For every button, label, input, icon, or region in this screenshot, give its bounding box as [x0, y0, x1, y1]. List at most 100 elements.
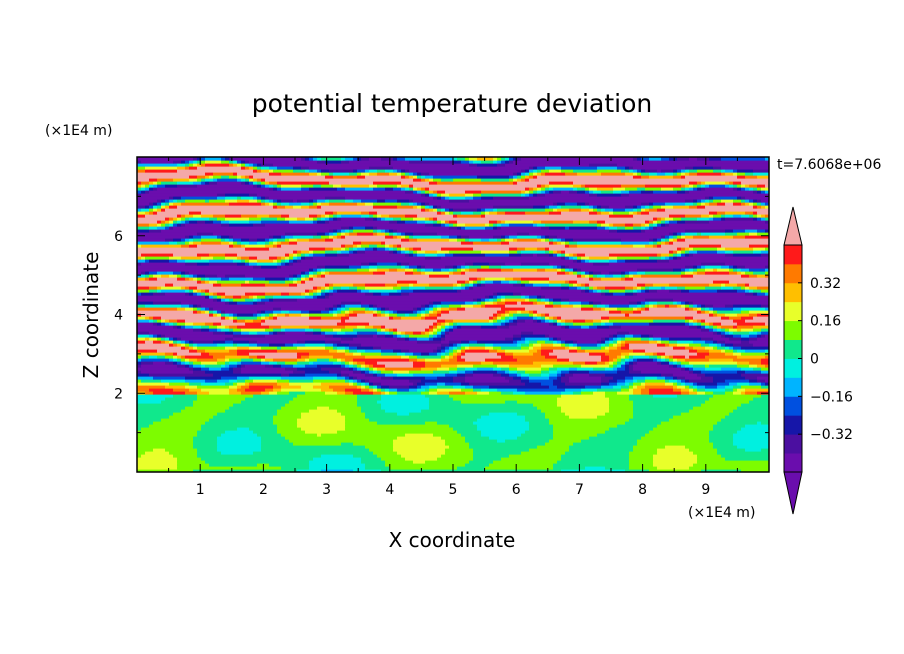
- contour-cell: [333, 247, 342, 251]
- contour-cell: [209, 418, 274, 422]
- contour-cell: [289, 283, 298, 287]
- contour-cell: [389, 391, 398, 395]
- contour-cell: [185, 238, 190, 242]
- contour-cell: [741, 334, 750, 338]
- contour-cell: [765, 307, 769, 311]
- contour-cell: [433, 433, 462, 437]
- contour-cell: [729, 412, 769, 416]
- contour-cell: [257, 238, 266, 242]
- contour-cell: [705, 340, 714, 344]
- contour-cell: [593, 208, 598, 212]
- contour-cell: [645, 244, 654, 248]
- contour-cell: [593, 190, 602, 194]
- contour-cell: [233, 172, 238, 176]
- contour-cell: [717, 310, 742, 314]
- contour-cell: [281, 262, 286, 266]
- contour-cell: [137, 439, 194, 443]
- contour-cell: [277, 187, 282, 191]
- contour-cell: [289, 391, 306, 395]
- contour-cell: [217, 343, 234, 347]
- contour-cell: [653, 238, 658, 242]
- contour-cell: [265, 295, 274, 299]
- contour-cell: [349, 310, 354, 314]
- contour-cell: [569, 301, 582, 305]
- contour-cell: [425, 304, 430, 308]
- contour-cell: [709, 352, 726, 356]
- contour-cell: [553, 382, 566, 386]
- contour-cell: [485, 223, 490, 227]
- contour-cell: [725, 283, 738, 287]
- contour-cell: [657, 217, 662, 221]
- contour-cell: [301, 184, 314, 188]
- contour-cell: [253, 181, 258, 185]
- contour-cell: [581, 208, 590, 212]
- contour-cell: [641, 370, 690, 374]
- contour-cell: [629, 190, 642, 194]
- contour-cell: [585, 184, 622, 188]
- contour-cell: [537, 193, 546, 197]
- contour-cell: [685, 190, 690, 194]
- contour-cell: [621, 361, 626, 365]
- contour-cell: [137, 352, 166, 356]
- contour-cell: [249, 343, 258, 347]
- contour-cell: [449, 328, 454, 332]
- contour-cell: [525, 430, 554, 434]
- contour-cell: [645, 379, 666, 383]
- contour-cell: [217, 358, 226, 362]
- contour-cell: [325, 220, 330, 224]
- contour-cell: [137, 406, 186, 410]
- contour-cell: [605, 226, 610, 230]
- contour-cell: [405, 175, 410, 179]
- contour-cell: [629, 301, 638, 305]
- contour-cell: [757, 337, 769, 341]
- contour-cell: [425, 271, 450, 275]
- contour-cell: [561, 301, 570, 305]
- contour-cell: [685, 199, 694, 203]
- contour-cell: [445, 382, 462, 386]
- contour-cell: [149, 211, 154, 215]
- contour-cell: [545, 316, 550, 320]
- contour-cell: [565, 202, 578, 206]
- contour-cell: [689, 409, 734, 413]
- contour-cell: [217, 313, 222, 317]
- contour-cell: [601, 208, 606, 212]
- contour-cell: [553, 238, 558, 242]
- contour-cell: [285, 232, 318, 236]
- contour-cell: [525, 169, 530, 173]
- contour-cell: [653, 334, 722, 338]
- contour-cell: [237, 427, 250, 431]
- contour-cell: [257, 340, 298, 344]
- contour-cell: [385, 373, 398, 377]
- contour-cell: [625, 226, 634, 230]
- contour-cell: [197, 310, 202, 314]
- contour-cell: [625, 364, 630, 368]
- contour-cell: [629, 466, 658, 470]
- contour-cell: [373, 271, 386, 275]
- contour-cell: [233, 331, 242, 335]
- contour-cell: [509, 250, 518, 254]
- contour-cell: [245, 181, 250, 185]
- contour-cell: [293, 259, 298, 263]
- contour-cell: [621, 310, 634, 314]
- contour-cell: [557, 253, 562, 257]
- contour-cell: [249, 262, 258, 266]
- contour-cell: [161, 322, 166, 326]
- contour-cell: [649, 238, 654, 242]
- contour-cell: [217, 310, 222, 314]
- contour-cell: [661, 241, 666, 245]
- contour-cell: [573, 253, 578, 257]
- contour-cell: [401, 244, 566, 248]
- contour-cell: [509, 316, 514, 320]
- contour-cell: [677, 286, 686, 290]
- contour-cell: [713, 169, 722, 173]
- contour-cell: [689, 172, 698, 176]
- contour-cell: [629, 394, 654, 398]
- contour-cell: [321, 274, 326, 278]
- contour-cell: [513, 319, 518, 323]
- contour-cell: [649, 340, 658, 344]
- contour-cell: [385, 367, 422, 371]
- contour-cell: [465, 268, 470, 272]
- contour-cell: [649, 334, 654, 338]
- contour-cell: [681, 412, 730, 416]
